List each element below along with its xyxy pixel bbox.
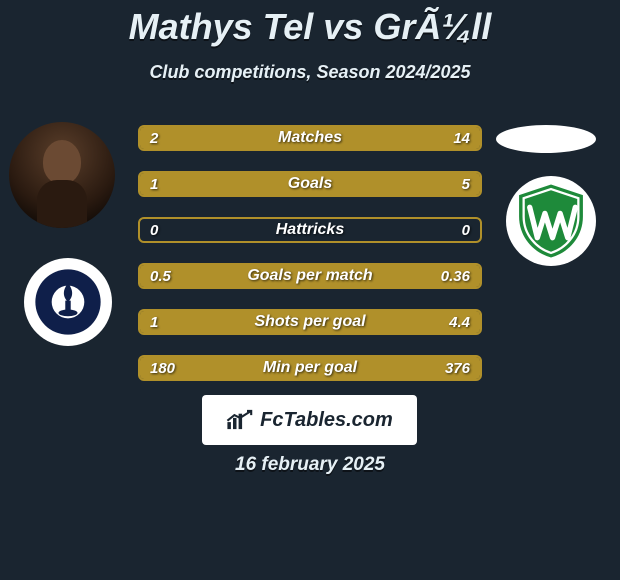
stat-row: 214Matches [138,125,482,151]
stat-label: Min per goal [140,357,480,379]
subtitle: Club competitions, Season 2024/2025 [0,62,620,83]
player-left-photo [9,122,115,228]
stat-row: 14.4Shots per goal [138,309,482,335]
player-right-photo [496,125,596,153]
site-logo-text: FcTables.com [260,409,393,432]
page-title: Mathys Tel vs GrÃ¼ll [0,0,620,48]
stat-label: Goals per match [140,265,480,287]
chart-icon [226,409,254,431]
stat-row: 180376Min per goal [138,355,482,381]
stat-label: Shots per goal [140,311,480,333]
site-logo: FcTables.com [202,395,417,445]
stat-row: 00Hattricks [138,217,482,243]
stat-row: 15Goals [138,171,482,197]
date-label: 16 february 2025 [0,454,620,476]
werder-icon [513,183,589,259]
stat-label: Goals [140,173,480,195]
stat-row: 0.50.36Goals per match [138,263,482,289]
club-right-badge [506,176,596,266]
stat-label: Matches [140,127,480,149]
stat-label: Hattricks [140,219,480,241]
club-left-badge [24,258,112,346]
tottenham-icon [34,268,102,336]
stats-table: 214Matches 15Goals 00Hattricks 0.50.36Goals… [138,125,482,401]
